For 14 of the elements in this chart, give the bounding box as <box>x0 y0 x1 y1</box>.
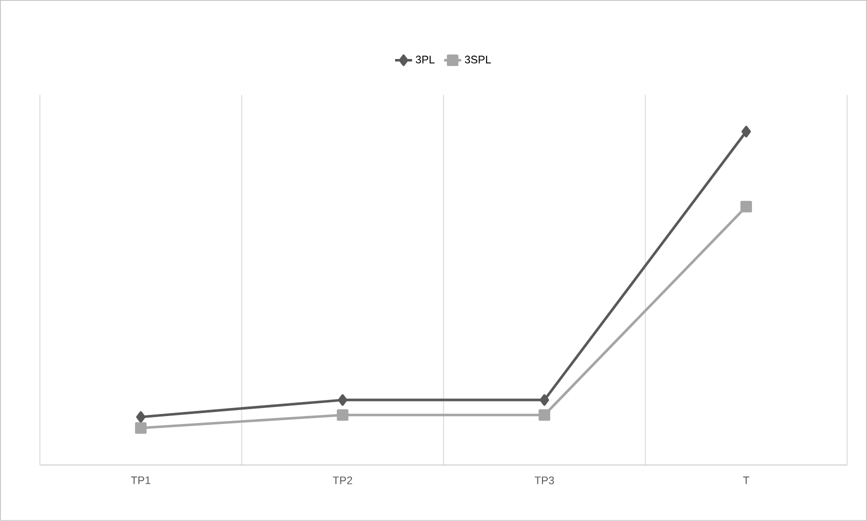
legend-label: 3PL <box>416 56 435 64</box>
point <box>135 422 147 434</box>
legend-label: 3SPL <box>464 56 491 64</box>
point <box>336 409 348 421</box>
x-tick-label: TP1 <box>131 476 150 484</box>
point <box>740 200 752 212</box>
x-tick-label: T <box>743 476 750 484</box>
point <box>540 394 550 406</box>
point <box>742 126 751 138</box>
x-tick-label: TP3 <box>534 476 554 484</box>
point <box>338 394 348 406</box>
point <box>136 411 146 423</box>
x-tick-label: TP2 <box>332 476 352 484</box>
point <box>538 409 550 421</box>
